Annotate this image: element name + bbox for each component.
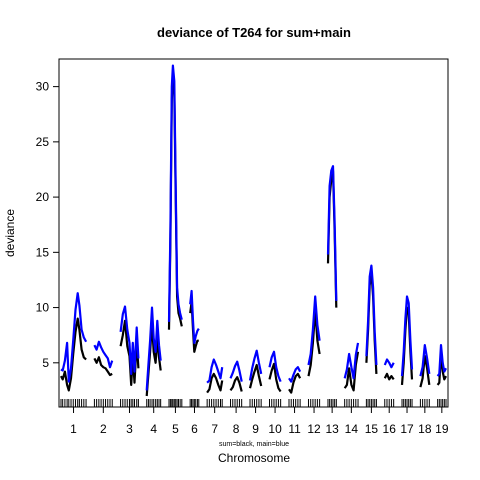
y-tick-label: 20 [36, 190, 50, 204]
y-tick-label: 5 [42, 356, 49, 370]
y-tick-label: 15 [36, 245, 50, 259]
chromosome-label: 1 [70, 422, 77, 436]
chromosome-label: 4 [150, 422, 157, 436]
series-main-chr-2 [93, 340, 114, 369]
chromosome-label: 17 [400, 422, 414, 436]
series-sum-chr-8 [229, 376, 243, 392]
series-main-chr-6 [189, 289, 200, 344]
series-main-chr-9 [248, 349, 263, 381]
series-main-chr-15 [365, 264, 378, 366]
series-main-chr-11 [288, 366, 302, 383]
series-main-chr-10 [268, 350, 282, 383]
chart-title: deviance of T264 for sum+main [157, 25, 351, 40]
series-main-chr-14 [343, 342, 360, 380]
chromosome-label: 2 [100, 422, 107, 436]
series-main-chr-3 [119, 305, 140, 375]
chromosome-label: 18 [418, 422, 432, 436]
x-axis-label: Chromosome [218, 451, 290, 465]
plot-frame [58, 58, 449, 408]
chromosome-label: 3 [126, 422, 133, 436]
series-main-chr-7 [206, 358, 224, 384]
chromosome-label: 11 [288, 422, 301, 436]
chromosome-label: 7 [211, 422, 218, 436]
y-axis-label: deviance [3, 209, 17, 257]
chromosome-label: 14 [345, 422, 359, 436]
series-main-chr-18 [419, 344, 431, 377]
series-main-chr-1 [60, 292, 88, 383]
series-main-chr-12 [307, 295, 321, 366]
series-main-chr-13 [326, 165, 338, 301]
series-main-chr-8 [229, 360, 243, 382]
series-sum-chr-9 [248, 363, 263, 389]
series-sum-chr-16 [383, 372, 395, 381]
chromosome-label: 9 [252, 422, 259, 436]
series-main-chr-4 [145, 306, 162, 391]
series-lines [60, 64, 447, 397]
chromosome-label: 10 [268, 422, 282, 436]
chromosome-label: 8 [233, 422, 240, 436]
chromosome-label: 16 [383, 422, 397, 436]
marker-rug [60, 399, 447, 407]
chromosome-label: 6 [191, 422, 198, 436]
chromosome-label: 19 [435, 422, 449, 436]
series-sum-chr-2 [93, 356, 113, 377]
y-tick-label: 10 [36, 301, 50, 315]
chromosome-label: 15 [365, 422, 379, 436]
y-tick-label: 30 [36, 80, 50, 94]
series-main-chr-5 [167, 64, 183, 322]
chromosome-label: 13 [325, 422, 339, 436]
series-sum-chr-10 [268, 362, 282, 393]
y-tick-label: 25 [36, 135, 50, 149]
series-main-chr-19 [436, 344, 447, 377]
y-axis: 5 10 15 20 25 30 [36, 80, 59, 370]
series-main-chr-17 [400, 295, 414, 377]
chromosome-label: 12 [307, 422, 321, 436]
legend-subtitle: sum=black, main=blue [219, 441, 289, 448]
series-sum-chr-7 [206, 372, 224, 394]
series-main-chr-16 [383, 358, 395, 369]
x-axis: 1 2 3 4 5 6 7 8 9 10 11 12 13 14 15 16 17 18 19 [70, 407, 449, 436]
chromosome-label: 5 [172, 422, 179, 436]
series-sum-chr-11 [288, 372, 302, 394]
